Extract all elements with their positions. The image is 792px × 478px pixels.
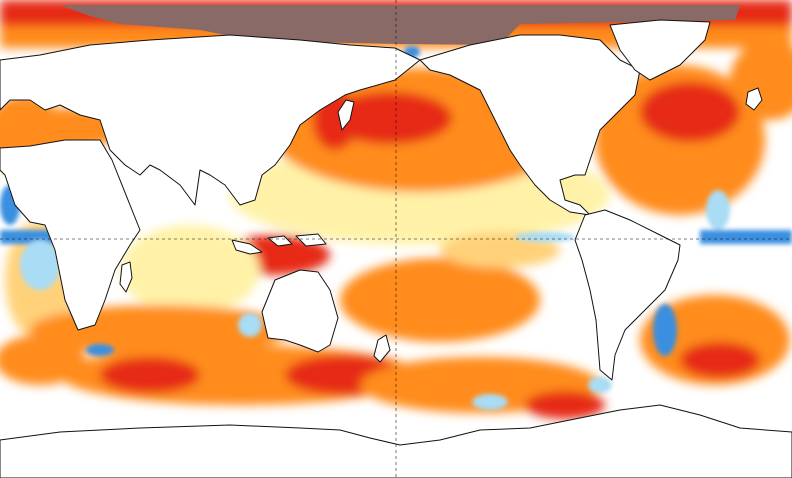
southern-ocean-red-anomaly-west — [100, 357, 200, 393]
south-indian-cool-anomaly — [86, 344, 114, 356]
land-australia — [261, 269, 339, 353]
tasman-cool-anomaly — [238, 313, 262, 337]
land-british-isles — [745, 87, 763, 111]
southern-ocean-cool-anomaly — [472, 394, 508, 410]
land-africa — [0, 139, 141, 331]
land-south-america — [574, 209, 681, 381]
land-antarctica — [0, 404, 792, 478]
benguela-cool-anomaly — [20, 240, 60, 290]
west-atlantic-cool-anomaly — [706, 190, 730, 230]
south-atlantic-red-anomaly — [680, 342, 760, 378]
south-pacific-orange-anomaly — [340, 258, 540, 342]
land-eurasia — [0, 34, 421, 206]
land-masses — [0, 19, 792, 478]
southern-far-orange-anomaly — [0, 335, 85, 385]
north-pacific-red-anomaly — [328, 92, 452, 144]
southwest-atlantic-cool-anomaly — [653, 304, 677, 356]
cool-anomaly-layer — [0, 46, 792, 410]
land-madagascar — [119, 261, 133, 293]
land-new-zealand — [373, 334, 391, 363]
drake-passage-cool-anomaly — [588, 377, 612, 393]
indian-ocean-light-anomaly — [120, 225, 260, 315]
south-pacific-red-anomaly — [525, 391, 605, 419]
land-japan — [337, 99, 355, 131]
equatorial-atlantic-cool-anomaly-west — [700, 230, 792, 244]
norwegian-sea-orange-anomaly — [730, 40, 792, 120]
land-north-america — [419, 34, 641, 216]
north-atlantic-red-anomaly — [640, 82, 740, 142]
eastern-pacific-cool-anomaly — [515, 232, 575, 242]
land-greenland — [609, 19, 711, 81]
